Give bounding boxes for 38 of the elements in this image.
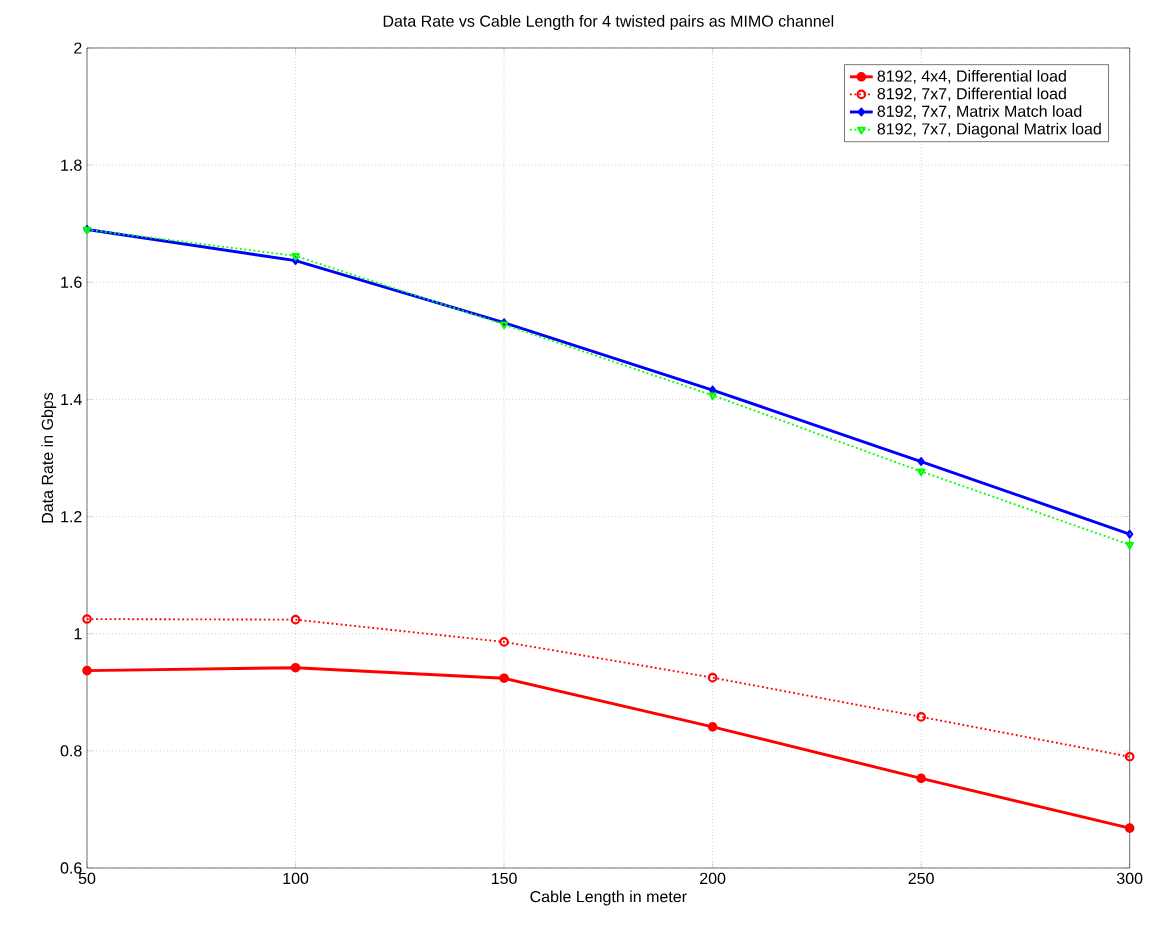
- x-tick-label: 200: [700, 872, 726, 885]
- point: [917, 457, 925, 466]
- point: [290, 614, 301, 625]
- point: [499, 637, 509, 647]
- y-tick-label: 1: [74, 628, 82, 640]
- y-tick-label: 0.8: [60, 745, 82, 757]
- point: [290, 662, 301, 673]
- chart-title: Data Rate vs Cable Length for 4 twisted pairs as MIMO channel: [383, 15, 834, 30]
- y-tick-label: 0.6: [60, 862, 82, 874]
- legend-label: 8192, 7x7, Diagonal Matrix load: [877, 122, 1101, 138]
- y-tick-label: 1.8: [61, 159, 82, 171]
- x-tick-label: 250: [908, 872, 934, 885]
- x-axis-title: Cable Length in meter: [530, 890, 687, 906]
- y-tick-label: 2: [74, 42, 82, 54]
- point: [707, 722, 718, 732]
- x-tick-label: 150: [491, 872, 517, 885]
- x-tick-label: 300: [1116, 872, 1143, 885]
- point: [708, 392, 717, 401]
- point: [1125, 541, 1134, 550]
- y-axis-title: Data Rate in Gbps: [41, 392, 57, 523]
- x-tick-label: 100: [283, 872, 309, 885]
- point: [82, 614, 92, 624]
- legend-label: 8192, 7x7, Matrix Match load: [877, 105, 1082, 119]
- point: [916, 712, 926, 722]
- y-tick-label: 1.4: [61, 393, 82, 405]
- point: [1124, 823, 1135, 833]
- point: [707, 672, 718, 683]
- point: [291, 252, 300, 261]
- point: [1124, 751, 1135, 762]
- legend-label: 8192, 7x7, Differential load: [877, 87, 1066, 102]
- point: [916, 773, 926, 784]
- x-tick-label: 50: [78, 872, 96, 885]
- point: [916, 468, 926, 477]
- point: [82, 665, 92, 676]
- legend-label: 8192, 4x4, Differential load: [877, 70, 1066, 84]
- point: [499, 673, 509, 684]
- y-tick-label: 1.6: [61, 276, 82, 288]
- y-tick-label: 1.2: [61, 510, 82, 523]
